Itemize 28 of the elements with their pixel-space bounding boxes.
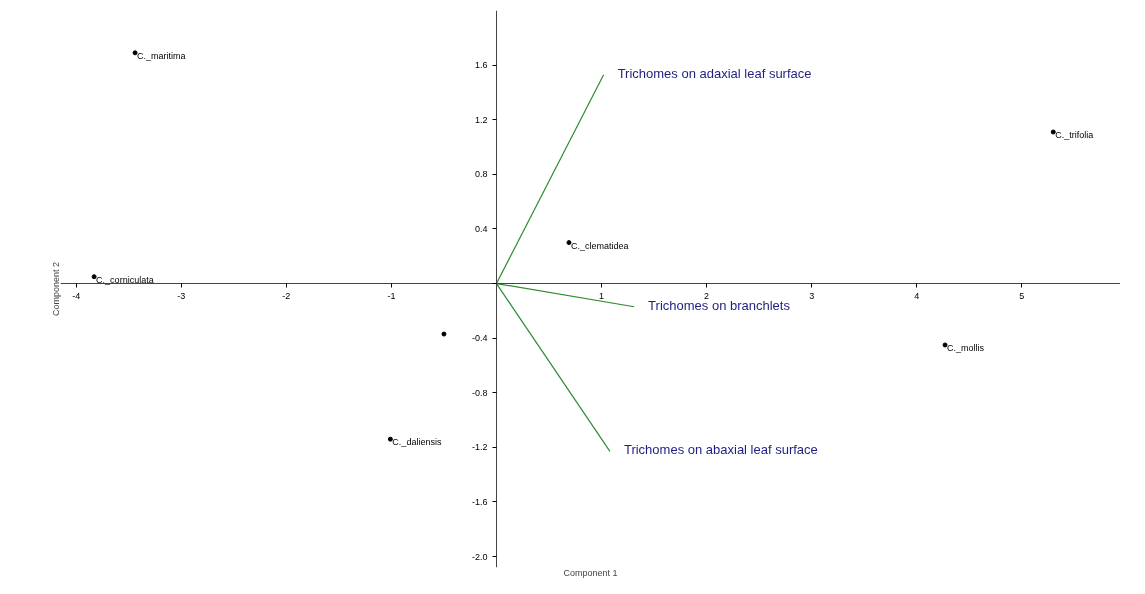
x-tick-label: -2: [282, 290, 291, 301]
annotation: C._daliensis: [392, 437, 442, 448]
y-tick-label: -0.4: [471, 333, 488, 344]
y-tick-label: -1.6: [471, 496, 488, 507]
x-tick-label: -4: [72, 290, 81, 301]
annotation: C._maritima: [137, 50, 186, 61]
x-tick-label: -1: [387, 290, 396, 301]
x-axis-title: Component 1: [563, 567, 618, 578]
x-tick-label: 1: [599, 290, 605, 301]
y-tick-label: 1.2: [474, 114, 488, 125]
y-tick-label: -2.0: [471, 551, 488, 562]
y-tick-label: -0.8: [471, 387, 488, 398]
y-axis-title: Component 2: [50, 261, 61, 317]
x-tick-label: 2: [704, 290, 710, 301]
x-tick-label: 5: [1019, 290, 1025, 301]
y-tick-label: 0.4: [474, 223, 488, 234]
y-tick-label: 0.8: [474, 169, 488, 180]
x-tick-label: -3: [177, 290, 186, 301]
annotation: C._trifolia: [1055, 130, 1094, 140]
y-tick-label: -1.2: [471, 442, 488, 453]
y-tick-label: 1.6: [474, 60, 488, 71]
x-tick-label: 4: [914, 290, 920, 301]
x-tick-label: 3: [809, 290, 815, 301]
annotation: C._mollis: [947, 342, 985, 353]
series-label: Trichomes on abaxial leaf surface: [623, 442, 818, 458]
annotation: C._clematidea: [570, 240, 629, 251]
annotation: C._corniculata: [96, 274, 154, 285]
series-label: Trichomes on adaxial leaf surface: [617, 65, 812, 81]
